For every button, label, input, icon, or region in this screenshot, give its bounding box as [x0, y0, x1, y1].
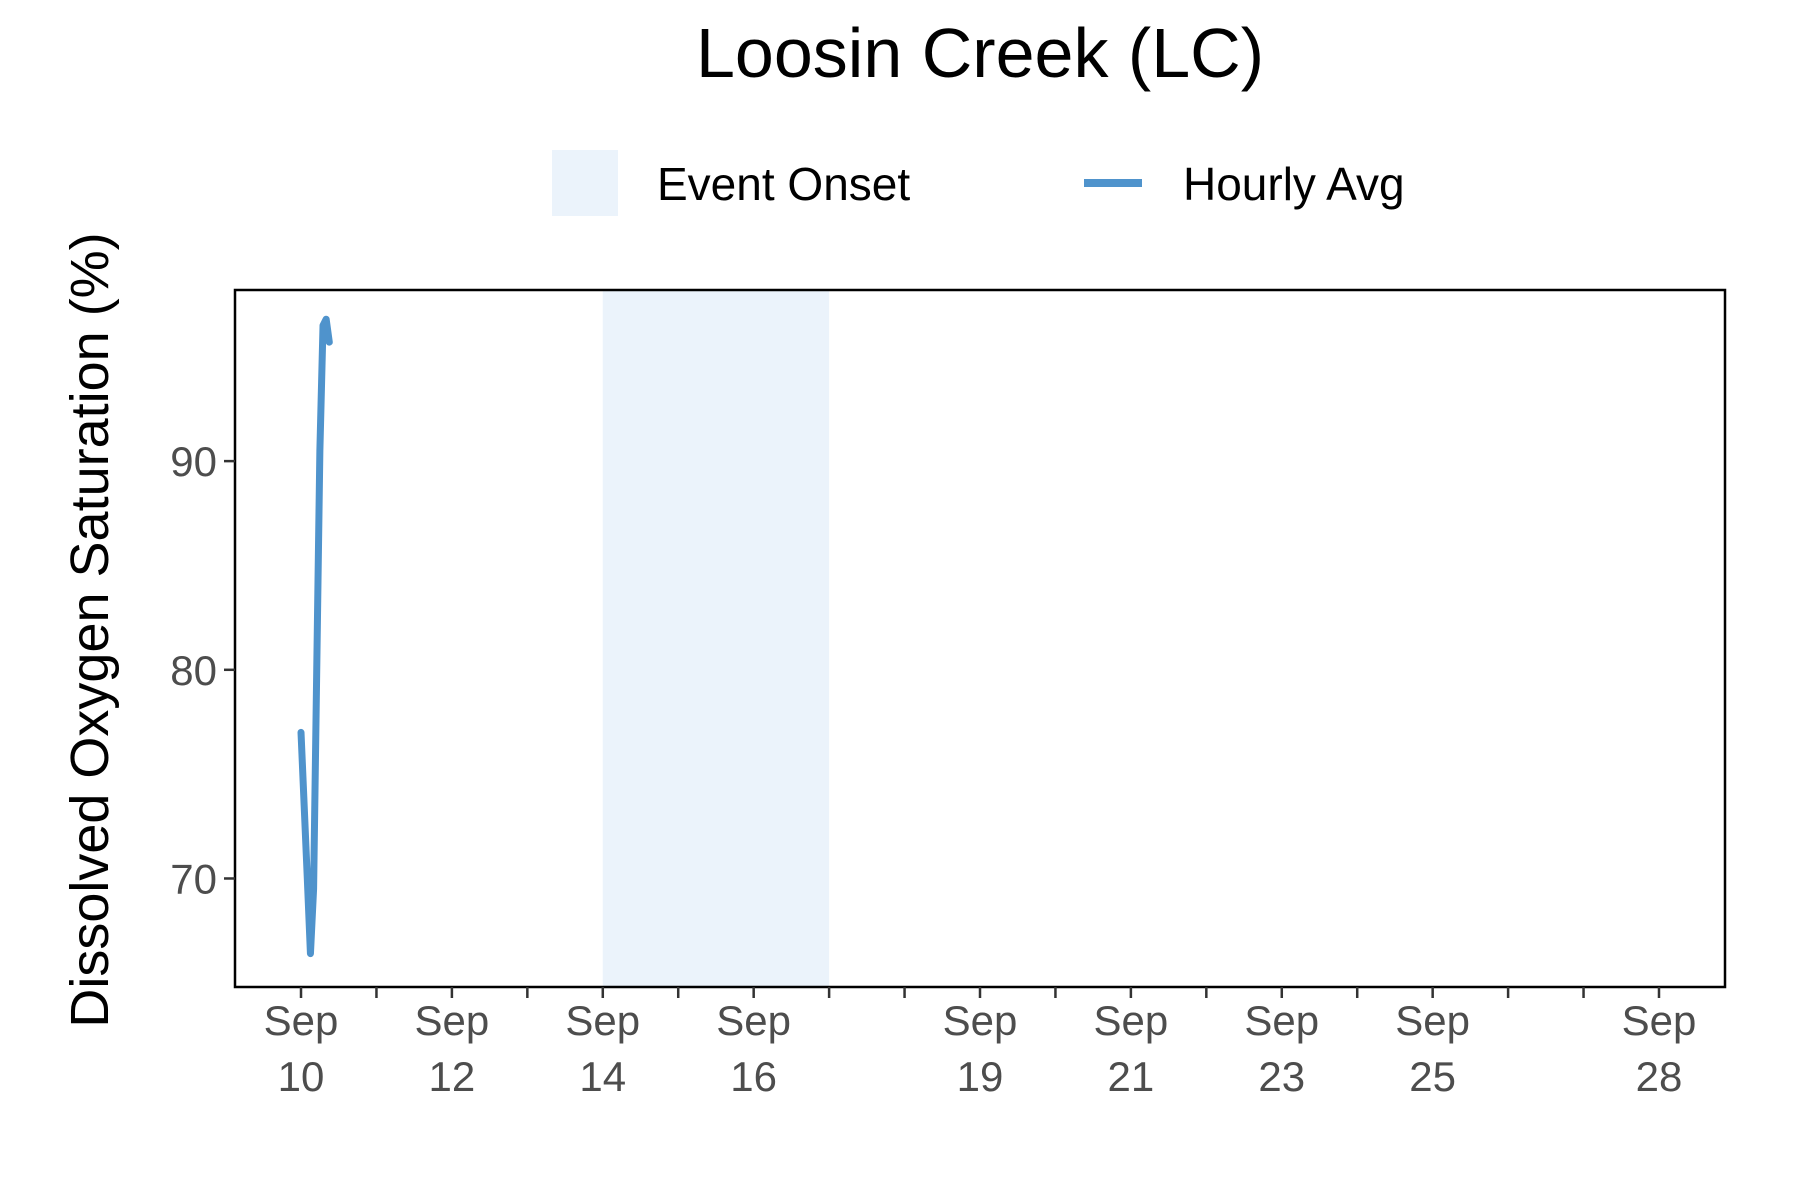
x-tick-label: Sep 25 [1395, 997, 1470, 1100]
x-tick-label: Sep 10 [264, 997, 339, 1100]
x-tick-label: Sep 12 [415, 997, 490, 1100]
x-tick-label: Sep 21 [1094, 997, 1169, 1100]
legend-label-hourly-avg: Hourly Avg [1183, 158, 1405, 210]
x-tick-label-month: Sep [1094, 997, 1169, 1044]
y-tick-label: 80 [170, 647, 217, 694]
y-axis-label: Dissolved Oxygen Saturation (%) [60, 232, 120, 1027]
legend: Event Onset Hourly Avg [552, 150, 1405, 216]
x-tick-label: Sep 23 [1244, 997, 1319, 1100]
x-tick-label-month: Sep [565, 997, 640, 1044]
x-tick-label-month: Sep [943, 997, 1018, 1044]
x-tick-label-month: Sep [716, 997, 791, 1044]
x-tick-label: Sep 28 [1622, 997, 1697, 1100]
x-tick-label: Sep 16 [716, 997, 791, 1100]
x-tick-label-day: 14 [579, 1053, 626, 1100]
x-tick-label-month: Sep [1395, 997, 1470, 1044]
y-tick-label: 70 [170, 855, 217, 902]
x-tick-label-day: 19 [957, 1053, 1004, 1100]
x-tick-label-day: 10 [278, 1053, 325, 1100]
x-tick-label-month: Sep [1244, 997, 1319, 1044]
series-line-hourly-avg [297, 315, 333, 958]
chart-title: Loosin Creek (LC) [696, 14, 1264, 92]
shaded-region-event-onset [602, 291, 830, 986]
x-tick-label: Sep 14 [565, 997, 640, 1100]
plot-area [235, 290, 1725, 987]
y-tick-label: 90 [170, 438, 217, 485]
x-tick-label-day: 21 [1108, 1053, 1155, 1100]
x-tick-label-day: 25 [1409, 1053, 1456, 1100]
x-tick-label-day: 28 [1636, 1053, 1683, 1100]
x-tick-label: Sep 19 [943, 997, 1018, 1100]
x-tick-label-day: 23 [1258, 1053, 1305, 1100]
axes: 70 80 90 Sep 10 Sep 12 Sep 14 Sep 16 Sep 19 Sep 21 Sep 2… [170, 288, 1727, 1100]
x-tick-label-day: 12 [429, 1053, 476, 1100]
legend-label-event-onset: Event Onset [657, 158, 910, 210]
x-tick-label-day: 16 [730, 1053, 777, 1100]
x-tick-label-month: Sep [415, 997, 490, 1044]
x-tick-label-month: Sep [264, 997, 339, 1044]
x-tick-label-month: Sep [1622, 997, 1697, 1044]
legend-swatch-event-onset [552, 150, 618, 216]
panel-background [235, 290, 1725, 987]
